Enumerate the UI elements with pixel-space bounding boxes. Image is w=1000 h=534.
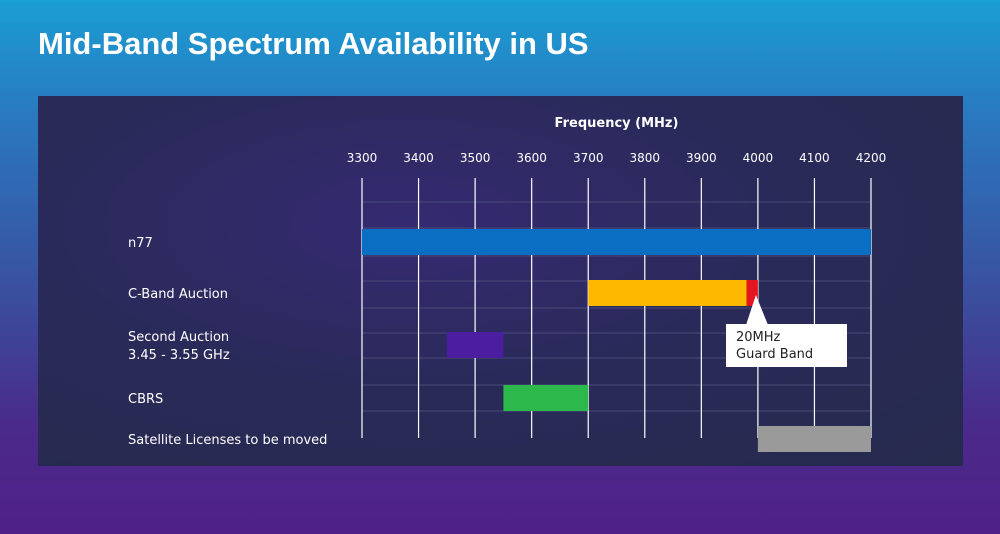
row-label: Satellite Licenses to be moved [128, 433, 327, 448]
x-tick-label: 3300 [347, 151, 378, 165]
range-bar [757, 426, 871, 452]
row-label: C-Band Auction [128, 287, 228, 302]
row-label: n77 [128, 236, 153, 251]
range-bar [503, 385, 589, 411]
row-label: Second Auction [128, 330, 229, 345]
row-label: CBRS [128, 392, 163, 407]
guard-band-bar [746, 280, 758, 306]
range-bar [362, 229, 871, 255]
x-tick-label: 3800 [630, 151, 661, 165]
spectrum-chart: Frequency (MHz) 3300 3400 3500 3600 3700 3800 3… [128, 116, 887, 452]
x-tick-label: 3700 [573, 151, 604, 165]
x-axis-title: Frequency (MHz) [555, 116, 679, 131]
range-bar [588, 280, 747, 306]
x-tick-label: 3500 [460, 151, 491, 165]
callout-box [726, 324, 847, 367]
x-tick-label: 3400 [403, 151, 434, 165]
slide-title: Mid-Band Spectrum Availability in US [38, 26, 589, 61]
x-tick-label: 4000 [743, 151, 774, 165]
x-tick-label: 3600 [516, 151, 547, 165]
chart-panel: Frequency (MHz) 3300 3400 3500 3600 3700 3800 3… [38, 96, 963, 466]
callout-pointer [746, 295, 768, 325]
x-tick-label: 4100 [799, 151, 830, 165]
callout-text: Guard Band [736, 347, 813, 362]
x-tick-label: 3900 [686, 151, 717, 165]
row-label: 3.45 - 3.55 GHz [128, 348, 230, 363]
range-bar [446, 332, 504, 358]
x-tick-label: 4200 [856, 151, 887, 165]
callout-text: 20MHz [736, 330, 781, 345]
